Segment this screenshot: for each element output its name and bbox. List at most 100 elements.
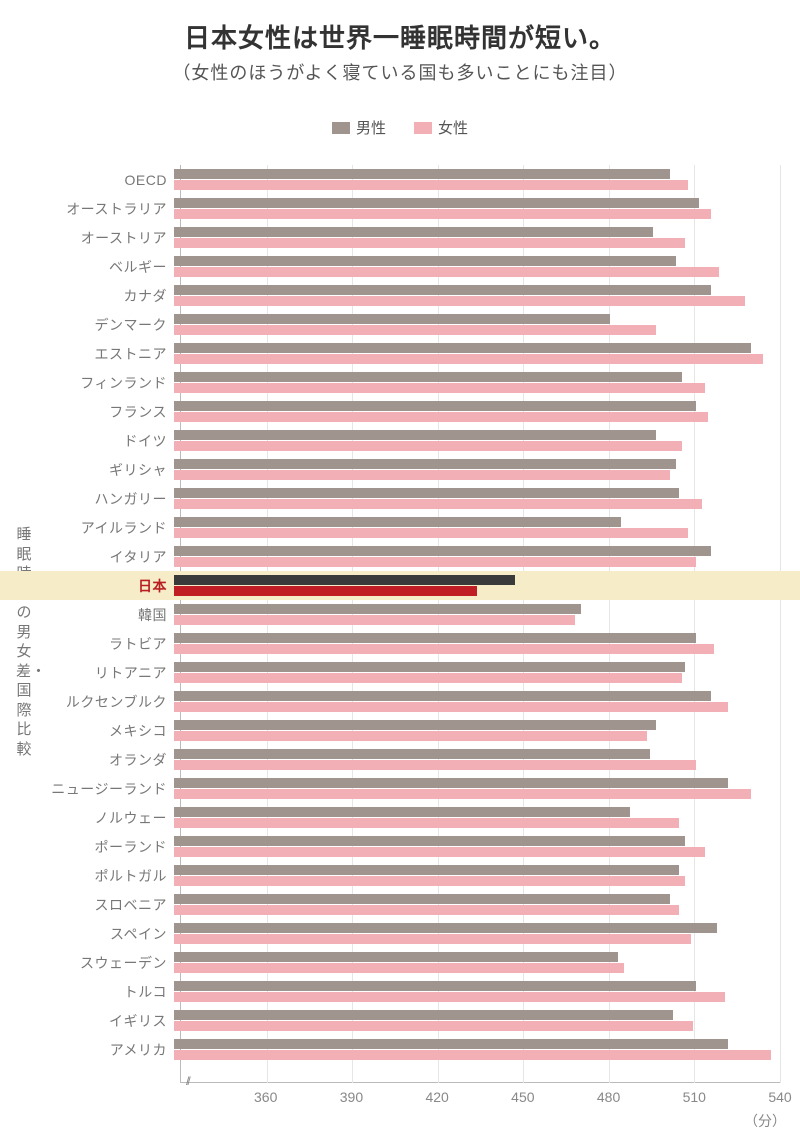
bar-male bbox=[174, 633, 696, 643]
x-tick-label: 510 bbox=[683, 1089, 706, 1105]
bar-male bbox=[174, 1039, 728, 1049]
bar-male bbox=[174, 169, 670, 179]
country-label: アイルランド bbox=[36, 518, 174, 538]
chart-subtitle: （女性のほうがよく寝ている国も多いことにも注目） bbox=[0, 59, 800, 85]
bar-male bbox=[174, 575, 515, 585]
x-axis-ticks: 360390420450480510540 bbox=[180, 1089, 780, 1109]
country-row: ポーランド bbox=[36, 832, 780, 861]
bar-group bbox=[174, 542, 780, 571]
bar-group bbox=[174, 368, 780, 397]
bar-group bbox=[174, 252, 780, 281]
bar-group bbox=[174, 165, 780, 194]
bar-group bbox=[174, 890, 780, 919]
bar-group bbox=[174, 716, 780, 745]
bar-group bbox=[174, 658, 780, 687]
bar-male bbox=[174, 372, 682, 382]
bar-male bbox=[174, 807, 630, 817]
bar-female bbox=[174, 992, 725, 1002]
bar-female bbox=[174, 847, 705, 857]
bar-group bbox=[174, 571, 780, 600]
bar-group bbox=[174, 687, 780, 716]
country-row: カナダ bbox=[36, 281, 780, 310]
country-label: フランス bbox=[36, 402, 174, 422]
bar-male bbox=[174, 952, 618, 962]
country-row: メキシコ bbox=[36, 716, 780, 745]
country-row: ギリシャ bbox=[36, 455, 780, 484]
bar-female bbox=[174, 731, 647, 741]
country-row: ポルトガル bbox=[36, 861, 780, 890]
country-row: アメリカ bbox=[36, 1035, 780, 1064]
country-label: ノルウェー bbox=[36, 808, 174, 828]
bar-female bbox=[174, 441, 682, 451]
country-label: スペイン bbox=[36, 924, 174, 944]
country-label: オランダ bbox=[36, 750, 174, 770]
country-row: トルコ bbox=[36, 977, 780, 1006]
country-row: デンマーク bbox=[36, 310, 780, 339]
country-row: イタリア bbox=[36, 542, 780, 571]
country-row: フィンランド bbox=[36, 368, 780, 397]
chart-title: 日本女性は世界一睡眠時間が短い。 bbox=[0, 0, 800, 55]
country-label: オーストラリア bbox=[36, 199, 174, 219]
country-label: ルクセンブルク bbox=[36, 692, 174, 712]
country-label: ニュージーランド bbox=[36, 779, 174, 799]
legend-item-male: 男性 bbox=[332, 117, 386, 138]
bar-group bbox=[174, 745, 780, 774]
bar-male bbox=[174, 285, 711, 295]
country-label: OECD bbox=[36, 172, 174, 188]
country-row: ハンガリー bbox=[36, 484, 780, 513]
legend-item-female: 女性 bbox=[414, 117, 468, 138]
country-label: ハンガリー bbox=[36, 489, 174, 509]
axis-break-mark: // bbox=[186, 1074, 189, 1088]
bar-male bbox=[174, 256, 676, 266]
bar-group bbox=[174, 832, 780, 861]
bar-group bbox=[174, 977, 780, 1006]
bar-male bbox=[174, 981, 696, 991]
country-label: 韓国 bbox=[36, 605, 174, 625]
x-axis-unit: （分） bbox=[744, 1111, 786, 1131]
bar-male bbox=[174, 836, 685, 846]
x-tick-label: 420 bbox=[425, 1089, 448, 1105]
y-axis-title: 睡眠時間の男女差・国際比較 bbox=[16, 525, 32, 759]
bar-group bbox=[174, 426, 780, 455]
legend: 男性 女性 bbox=[0, 117, 800, 138]
country-row: ニュージーランド bbox=[36, 774, 780, 803]
country-row: スロベニア bbox=[36, 890, 780, 919]
bar-female bbox=[174, 673, 682, 683]
bar-group bbox=[174, 339, 780, 368]
bar-group bbox=[174, 600, 780, 629]
bar-female bbox=[174, 412, 708, 422]
bar-group bbox=[174, 223, 780, 252]
country-label: トルコ bbox=[36, 982, 174, 1002]
bar-group bbox=[174, 484, 780, 513]
bar-male bbox=[174, 517, 621, 527]
legend-label-female: 女性 bbox=[438, 117, 468, 138]
country-label: ラトビア bbox=[36, 634, 174, 654]
bar-female bbox=[174, 963, 624, 973]
bar-female bbox=[174, 644, 714, 654]
country-label: ポーランド bbox=[36, 837, 174, 857]
bar-male bbox=[174, 778, 728, 788]
country-label: エストニア bbox=[36, 344, 174, 364]
country-row: ドイツ bbox=[36, 426, 780, 455]
bar-group bbox=[174, 513, 780, 542]
bar-female bbox=[174, 586, 477, 596]
country-row: オーストラリア bbox=[36, 194, 780, 223]
bar-female bbox=[174, 267, 719, 277]
country-row: OECD bbox=[36, 165, 780, 194]
bar-group bbox=[174, 194, 780, 223]
x-tick-label: 480 bbox=[597, 1089, 620, 1105]
bar-group bbox=[174, 1035, 780, 1064]
country-row: ベルギー bbox=[36, 252, 780, 281]
country-label: オーストリア bbox=[36, 228, 174, 248]
country-label: フィンランド bbox=[36, 373, 174, 393]
bar-female bbox=[174, 1021, 693, 1031]
country-label: イギリス bbox=[36, 1011, 174, 1031]
country-row: オランダ bbox=[36, 745, 780, 774]
bar-female bbox=[174, 615, 575, 625]
grid-line bbox=[780, 165, 781, 1083]
country-label: スウェーデン bbox=[36, 953, 174, 973]
country-row: ノルウェー bbox=[36, 803, 780, 832]
country-label: 日本 bbox=[36, 576, 174, 596]
bar-male bbox=[174, 894, 670, 904]
bar-female bbox=[174, 296, 745, 306]
